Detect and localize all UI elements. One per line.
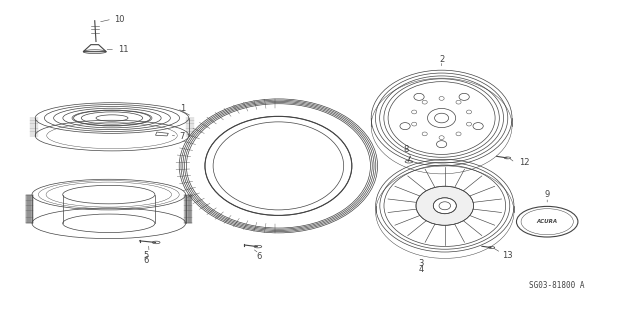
Text: 7: 7 xyxy=(180,132,185,141)
Text: 12: 12 xyxy=(520,158,530,167)
Text: 1: 1 xyxy=(180,104,185,113)
Text: 3: 3 xyxy=(419,259,424,268)
Ellipse shape xyxy=(205,116,352,215)
Text: 5: 5 xyxy=(143,251,148,260)
Text: 6: 6 xyxy=(257,252,262,261)
Text: 4: 4 xyxy=(419,265,424,274)
Ellipse shape xyxy=(416,186,474,225)
Text: 11: 11 xyxy=(118,45,129,54)
Text: SG03-81800 A: SG03-81800 A xyxy=(529,281,584,290)
Text: 9: 9 xyxy=(545,190,550,199)
Text: ACURA: ACURA xyxy=(536,219,558,224)
Text: 6: 6 xyxy=(143,256,148,265)
Text: 8: 8 xyxy=(404,145,409,154)
Text: 13: 13 xyxy=(502,251,513,260)
Text: 2: 2 xyxy=(439,55,444,63)
Ellipse shape xyxy=(433,198,456,214)
Text: 10: 10 xyxy=(114,15,124,24)
